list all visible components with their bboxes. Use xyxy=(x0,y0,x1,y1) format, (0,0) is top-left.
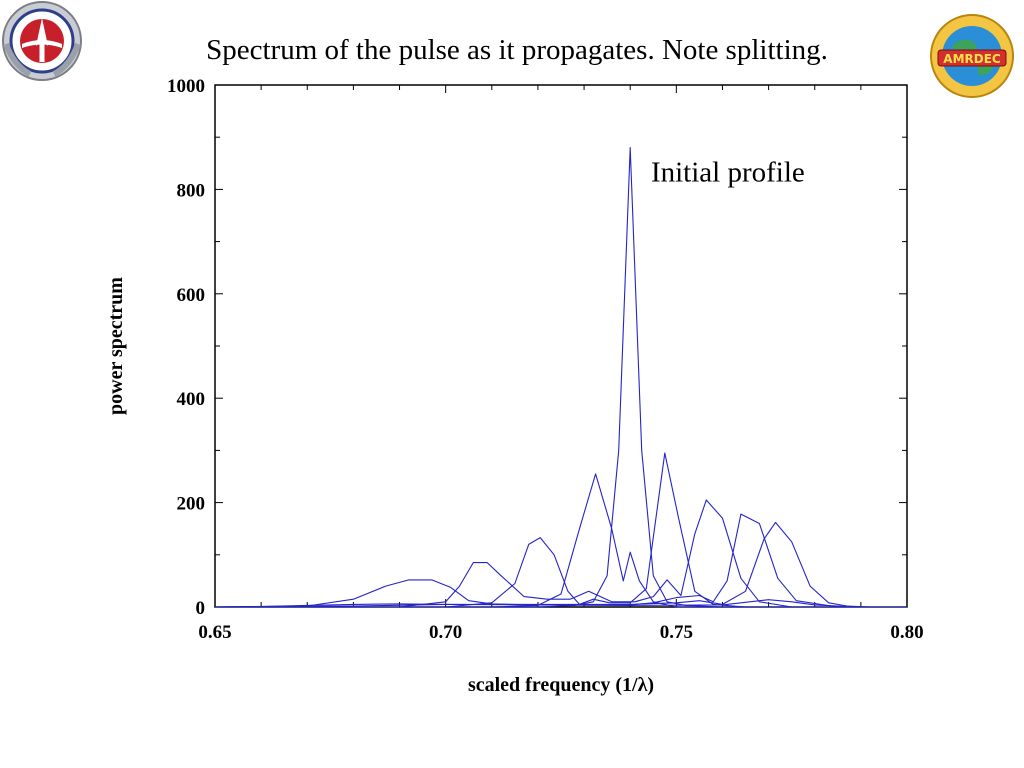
y-tick-label: 600 xyxy=(177,285,206,306)
axis-ticks xyxy=(214,84,908,608)
series-line-3 xyxy=(215,452,907,608)
series-line-1 xyxy=(215,147,907,608)
x-tick-label: 0.70 xyxy=(429,622,462,643)
annotation-initial-profile: Initial profile xyxy=(651,157,805,189)
x-tick-label: 0.65 xyxy=(198,622,231,643)
series-line-4 xyxy=(215,499,907,608)
y-tick-label: 1000 xyxy=(167,76,205,97)
y-tick-label: 0 xyxy=(196,598,206,619)
y-tick-label: 400 xyxy=(177,389,206,410)
slide-title: Spectrum of the pulse as it propagates. … xyxy=(206,34,828,66)
series-line-7 xyxy=(214,599,907,608)
y-tick-label: 800 xyxy=(177,180,206,201)
army-aviation-seal-icon xyxy=(2,1,82,81)
y-tick-label: 200 xyxy=(177,494,206,515)
x-tick-label: 0.80 xyxy=(890,622,923,643)
series-line-2 xyxy=(215,473,907,608)
amrdec-globe-logo-icon: AMRDEC xyxy=(930,14,1014,98)
series-group xyxy=(214,147,907,608)
x-axis-label: scaled frequency (1/λ) xyxy=(468,674,654,696)
y-axis-label: power spectrum xyxy=(105,277,127,415)
tick-labels: 0.65 0.70 0.75 0.80 0 200 400 600 800 1000 xyxy=(167,76,924,643)
amrdec-logo-text: AMRDEC xyxy=(943,52,1001,66)
x-tick-label: 0.75 xyxy=(660,622,693,643)
